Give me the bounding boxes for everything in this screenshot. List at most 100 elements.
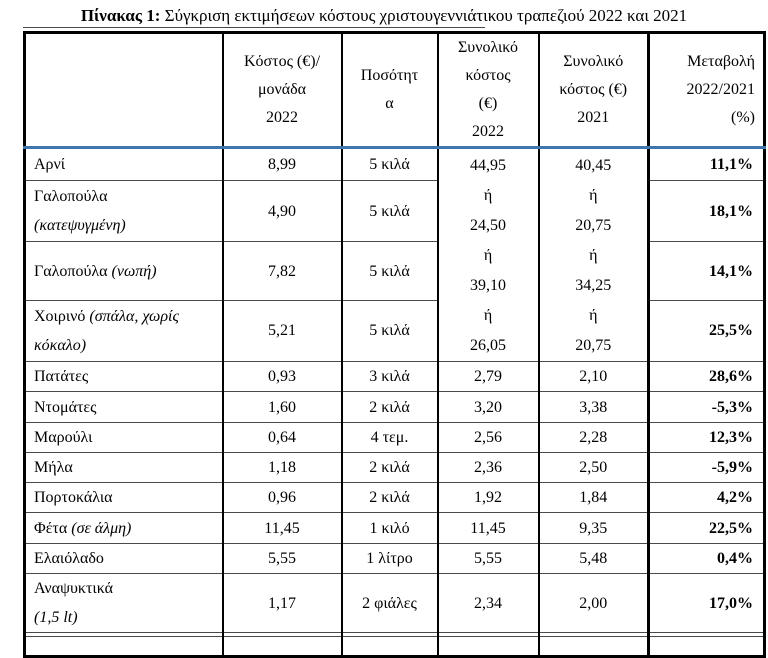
item-label-cell: Ντομάτες <box>23 391 224 423</box>
table-row: Γαλοπούλα (νωπή) 7,82 5 κιλά 14,1% <box>23 241 766 301</box>
item-name: Αναψυκτικά <box>34 580 114 597</box>
change-cell: 25,5% <box>647 299 766 363</box>
item-name: Μαρούλι <box>34 429 93 446</box>
table-row: Μαρούλι 0,64 4 τεμ. 2,56 2,28 12,3% <box>23 422 766 453</box>
item-label-cell: Πατάτες <box>23 361 224 392</box>
quantity-cell: 3 κιλά <box>340 361 439 392</box>
total-2022-cell: 2,36 <box>436 452 540 483</box>
item-label-cell: Αναψυκτικά (1,5 lt) <box>23 573 224 633</box>
quantity-cell: 1 λίτρο <box>340 543 439 574</box>
item-name: Αρνί <box>34 156 66 174</box>
total-2022-cell: 2,79 <box>436 361 540 392</box>
table-row: Χοιρινό (σπάλα, χωρίς κόκαλο) 5,21 5 κιλ… <box>23 299 766 363</box>
item-name: Γαλοπούλα <box>34 188 108 206</box>
item-name: Ντομάτες <box>34 398 97 416</box>
table-caption-number: Πίνακας 1: <box>80 6 161 25</box>
unit-cost-cell: 0,64 <box>221 422 343 453</box>
clipped-cell <box>340 636 439 657</box>
item-label-cell: Αρνί <box>23 146 224 182</box>
total-2022-cell: 1,92 <box>436 482 540 513</box>
change-cell: -5,9% <box>647 452 766 483</box>
total-2021-cell: 5,48 <box>537 543 650 574</box>
unit-cost-cell: 0,96 <box>221 482 343 513</box>
item-label-cell: Ελαιόλαδο <box>23 543 224 574</box>
item-label-cell: Πορτοκάλια <box>23 482 224 513</box>
clipped-cell <box>647 636 766 657</box>
change-cell: -5,3% <box>647 391 766 423</box>
total-2021-cell: 3,38 <box>537 391 650 423</box>
unit-cost-cell: 7,82 <box>221 241 343 301</box>
item-name: Πορτοκάλια <box>34 489 113 506</box>
change-cell: 11,1% <box>647 146 766 182</box>
unit-cost-cell: 0,93 <box>221 361 343 392</box>
table-row: Ντομάτες 1,60 2 κιλά 3,20 3,38 -5,3% <box>23 391 766 423</box>
total-2021-cell: 2,10 <box>537 361 650 392</box>
table-caption-text: Σύγκριση εκτιμήσεων κόστους χριστουγεννι… <box>160 6 688 25</box>
table-caption: Πίνακας 1: Σύγκριση εκτιμήσεων κόστους χ… <box>0 5 768 26</box>
clipped-cell <box>221 636 343 657</box>
table-row: Αναψυκτικά (1,5 lt) 1,17 2 φιάλες 2,34 2… <box>23 573 766 633</box>
quantity-cell: 5 κιλά <box>340 180 439 243</box>
change-cell: 14,1% <box>647 241 766 301</box>
clipped-cell <box>436 636 540 657</box>
change-cell: 0,4% <box>647 543 766 574</box>
change-cell: 4,2% <box>647 482 766 513</box>
quantity-cell: 2 φιάλες <box>340 573 439 633</box>
unit-cost-cell: 8,99 <box>221 146 343 182</box>
item-name: Γαλοπούλα <box>34 262 112 280</box>
total-2022-cell: 3,20 <box>436 391 540 423</box>
quantity-cell: 2 κιλά <box>340 452 439 483</box>
clipped-row <box>23 636 766 657</box>
header-quantity: Ποσότητ α <box>340 31 439 149</box>
change-cell: 18,1% <box>647 180 766 243</box>
unit-cost-cell: 1,60 <box>221 391 343 423</box>
total-2022-cell: 5,55 <box>436 543 540 574</box>
change-cell: 28,6% <box>647 361 766 392</box>
christmas-cost-comparison-table: Κόστος (€)/ μονάδα 2022 Ποσότητ α Συνολι… <box>23 31 766 658</box>
table-row: Αρνί 8,99 5 κιλά 44,95 ή 24,50 ή 39,10 ή… <box>23 146 766 362</box>
header-row: Κόστος (€)/ μονάδα 2022 Ποσότητ α Συνολι… <box>23 31 766 149</box>
total-2021-cell: 2,50 <box>537 452 650 483</box>
item-name: Χοιρινό <box>34 307 90 325</box>
header-unit-cost-2022: Κόστος (€)/ μονάδα 2022 <box>221 31 343 149</box>
table-row: Πατάτες 0,93 3 κιλά 2,79 2,10 28,6% <box>23 361 766 392</box>
unit-cost-cell: 1,17 <box>221 573 343 633</box>
item-qualifier: (κατεψυγμένη) <box>34 217 126 235</box>
table-row: Γαλοπούλα (κατεψυγμένη) 4,90 5 κιλά 18,1… <box>23 180 766 243</box>
table-row: Ελαιόλαδο 5,55 1 λίτρο 5,55 5,48 0,4% <box>23 543 766 574</box>
item-label-cell: Φέτα (σε άλμη) <box>23 512 224 544</box>
item-qualifier: (σε άλμη) <box>71 519 132 537</box>
total-2022-cell: 2,34 <box>436 573 540 633</box>
table-row: Μήλα 1,18 2 κιλά 2,36 2,50 -5,9% <box>23 452 766 483</box>
change-cell: 22,5% <box>647 512 766 544</box>
quantity-cell: 5 κιλά <box>340 146 439 182</box>
total-2021-cell: 2,00 <box>537 573 650 633</box>
clipped-cell <box>537 636 650 657</box>
header-change-percent: Μεταβολή 2022/2021 (%) <box>647 31 766 149</box>
item-label-cell: Γαλοπούλα (νωπή) <box>23 241 224 301</box>
unit-cost-cell: 5,55 <box>221 543 343 574</box>
quantity-cell: 1 κιλό <box>340 512 439 544</box>
item-label-cell: Γαλοπούλα (κατεψυγμένη) <box>23 180 224 243</box>
change-cell: 12,3% <box>647 422 766 453</box>
total-2021-cell: 9,35 <box>537 512 650 544</box>
table-row: Πορτοκάλια 0,96 2 κιλά 1,92 1,84 4,2% <box>23 482 766 513</box>
total-2021-cell: 2,28 <box>537 422 650 453</box>
item-name: Μήλα <box>34 459 73 476</box>
item-qualifier: (νωπή) <box>111 262 157 280</box>
item-qualifier: (σπάλα, χωρίς κόκαλο) <box>34 307 179 354</box>
merged-total-2021-cell: 40,45 ή 20,75 ή 34,25 ή 20,75 <box>537 147 650 362</box>
total-2022-cell: 11,45 <box>436 512 540 544</box>
quantity-cell: 2 κιλά <box>340 482 439 513</box>
unit-cost-cell: 5,21 <box>221 299 343 363</box>
header-total-cost-2022: Συνολικό κόστος (€) 2022 <box>436 31 540 149</box>
header-total-cost-2021: Συνολικό κόστος (€) 2021 <box>537 31 650 149</box>
merged-total-2022-cell: 44,95 ή 24,50 ή 39,10 ή 26,05 <box>436 147 540 362</box>
total-2021-cell: 1,84 <box>537 482 650 513</box>
table-row: Φέτα (σε άλμη) 11,45 1 κιλό 11,45 9,35 2… <box>23 512 766 544</box>
unit-cost-cell: 4,90 <box>221 180 343 243</box>
quantity-cell: 2 κιλά <box>340 391 439 423</box>
item-label-cell: Μήλα <box>23 452 224 483</box>
item-label-cell: Χοιρινό (σπάλα, χωρίς κόκαλο) <box>23 299 224 363</box>
item-name: Ελαιόλαδο <box>34 550 104 567</box>
